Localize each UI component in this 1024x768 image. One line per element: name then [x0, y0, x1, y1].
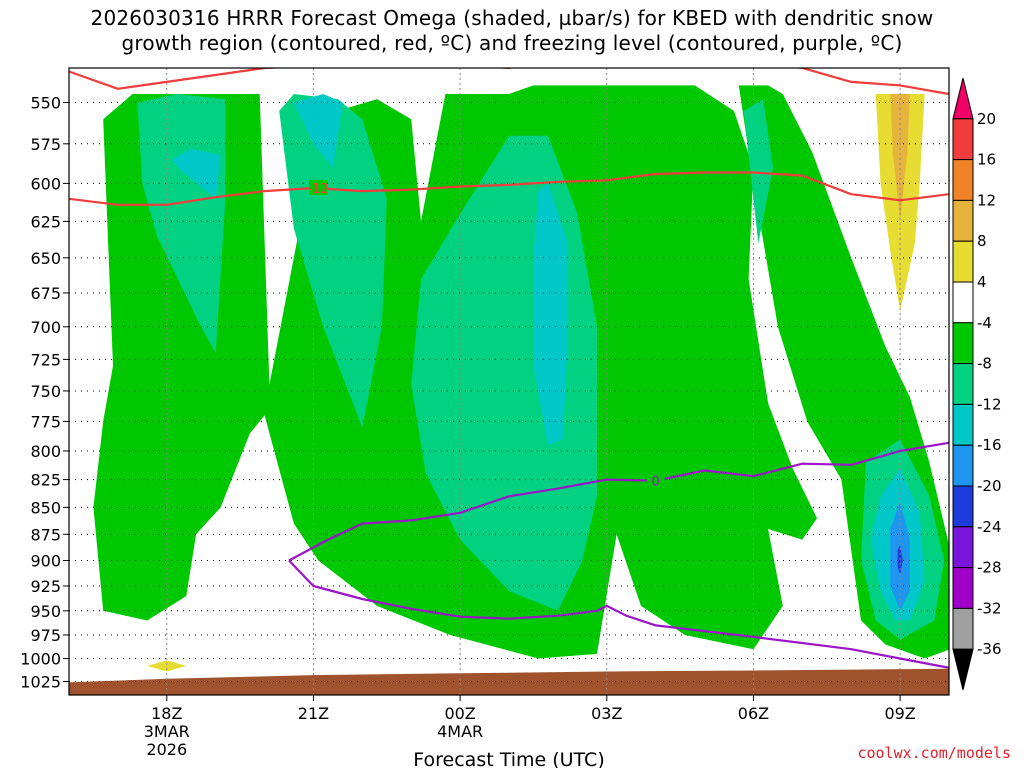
y-tick-label-550: 550 [30, 93, 61, 112]
y-tick-label-600: 600 [30, 174, 61, 193]
y-tick-label-850: 850 [30, 498, 61, 517]
colorbar-swatch-10 [952, 485, 974, 528]
x-tick-label-21Z: 21Z [298, 704, 329, 723]
colorbar-swatch-4 [952, 240, 974, 283]
y-tick-label-1000: 1000 [20, 650, 61, 669]
colorbar-label-13: -36 [977, 640, 1002, 658]
y-tick-label-800: 800 [30, 442, 61, 461]
omega-region-7 [171, 148, 221, 199]
colorbar-label-8: -16 [977, 436, 1002, 454]
colorbar-swatch-8 [952, 403, 974, 446]
colorbar-swatch-11 [952, 526, 974, 569]
omega-region-5 [743, 99, 773, 244]
x-tick-sublabel-18Z: 3MAR [144, 722, 190, 741]
y-tick-label-650: 650 [30, 249, 61, 268]
x-tick-sublabel-00Z: 4MAR [437, 722, 483, 741]
y-tick-label-975: 975 [30, 626, 61, 645]
omega-region-9 [533, 183, 568, 446]
colorbar-label-4: 4 [977, 273, 987, 291]
x-tick-label-18Z: 18Z [151, 704, 182, 723]
purple-contour-0 [288, 441, 949, 562]
colorbar-label-3: 8 [977, 232, 987, 250]
omega-shading [93, 85, 949, 672]
colorbar-swatch-3 [952, 199, 974, 242]
contour-lines: -12 0 [69, 68, 949, 669]
y-tick-label-725: 725 [30, 350, 61, 369]
omega-region-8 [293, 94, 343, 168]
plot-frame [68, 67, 950, 696]
colorbar-label-0: 20 [977, 110, 996, 128]
x-tick-label-03Z: 03Z [591, 704, 622, 723]
y-tick-label-950: 950 [30, 602, 61, 621]
y-tick-label-775: 775 [30, 412, 61, 431]
colorbar-swatch-13 [952, 607, 974, 650]
title-line-1: 2026030316 HRRR Forecast Omega (shaded, … [90, 6, 934, 30]
y-tick-label-900: 900 [30, 552, 61, 571]
x-tick-label-09Z: 09Z [884, 704, 915, 723]
x-tick-label-06Z: 06Z [738, 704, 769, 723]
omega-region-14 [890, 94, 910, 222]
x-tick-sublabel2-18Z: 2026 [146, 740, 187, 759]
red-contour-0 [69, 68, 949, 96]
y-tick-label-675: 675 [30, 284, 61, 303]
plot-area: -12 0 [69, 68, 949, 695]
colorbar-swatch-1 [952, 118, 974, 161]
colorbar-label-12: -32 [977, 599, 1002, 617]
red-contour-label-bg-1 [309, 180, 328, 196]
colorbar-swatch-6 [952, 322, 974, 365]
omega-region-12 [897, 544, 903, 576]
x-tick-label-00Z: 00Z [444, 704, 475, 723]
colorbar-swatch-12 [952, 567, 974, 609]
colorbar: 20 16 12 8 4 -4 -8 -12 -16 -20 -24 -28 -32 -36 [952, 77, 1002, 691]
y-tick-label-875: 875 [30, 525, 61, 544]
y-tick-label-825: 825 [30, 471, 61, 490]
colorbar-label-11: -28 [977, 559, 1002, 577]
colorbar-swatch-7 [952, 363, 974, 405]
colorbar-swatch-2 [952, 159, 974, 201]
colorbar-label-1: 16 [977, 151, 996, 169]
terrain-layer [69, 668, 949, 695]
y-tick-label-925: 925 [30, 577, 61, 596]
colorbar-label-10: -24 [977, 518, 1002, 536]
colorbar-label-6: -8 [977, 355, 992, 373]
colorbar-swatch-14 [952, 648, 974, 691]
colorbar-label-2: 12 [977, 191, 996, 209]
colorbar-label-7: -12 [977, 395, 1002, 413]
red-contour-label-1: -12 [308, 182, 329, 197]
y-tick-label-625: 625 [30, 212, 61, 231]
y-tick-label-750: 750 [30, 382, 61, 401]
colorbar-label-9: -20 [977, 477, 1002, 495]
chart-title: 2026030316 HRRR Forecast Omega (shaded, … [0, 6, 1024, 56]
colorbar-swatch-0 [952, 77, 974, 120]
x-axis-label: Forecast Time (UTC) [413, 749, 604, 768]
credit-text: coolwx.com/models [857, 744, 1011, 762]
colorbar-swatch-5 [952, 281, 974, 324]
omega-region-3 [279, 94, 387, 428]
purple-contour-1 [288, 559, 949, 669]
purple-contour-label-0: 0 [652, 475, 660, 490]
y-tick-label-1025: 1025 [20, 672, 61, 691]
y-axis: 550 575 600 625 650 675 700 725 750 775 800 825 850 8… [20, 93, 69, 691]
terrain-fill [69, 668, 949, 695]
red-contour-1 [69, 171, 949, 206]
purple-contour-label-bg-0 [646, 472, 665, 488]
colorbar-swatch-9 [952, 444, 974, 487]
title-line-2: growth region (contoured, red, ºC) and f… [121, 31, 903, 55]
y-tick-label-575: 575 [30, 135, 61, 154]
colorbar-label-5: -4 [977, 314, 992, 332]
omega-region-15 [147, 660, 187, 672]
y-tick-label-700: 700 [30, 318, 61, 337]
